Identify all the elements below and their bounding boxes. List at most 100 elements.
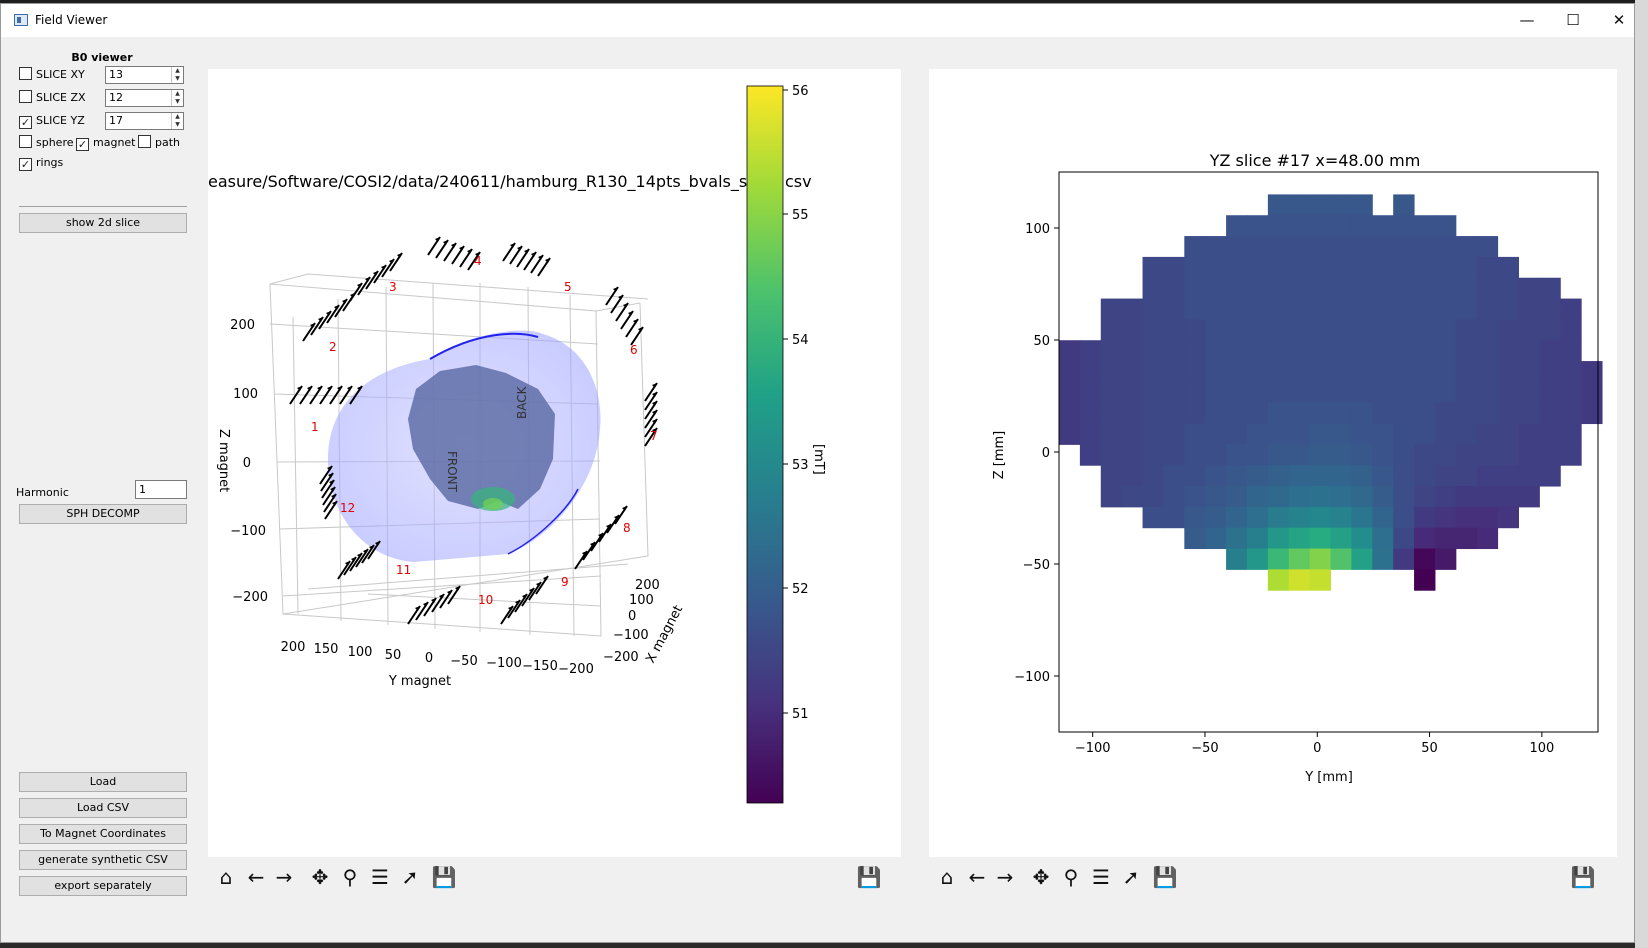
heatmap-cell xyxy=(1267,527,1290,550)
title-bar[interactable]: Field Viewer — ☐ ✕ xyxy=(1,4,1634,37)
heatmap-cell xyxy=(1205,444,1227,466)
heatmap-cell xyxy=(1309,361,1332,383)
home-icon[interactable]: ⌂ xyxy=(940,865,954,889)
heatmap-cell xyxy=(1560,444,1582,466)
save-icon[interactable]: 💾 xyxy=(431,865,457,889)
slice-xy-spinbox[interactable]: 13 ▲ ▼ xyxy=(105,66,184,84)
maximize-button[interactable]: ☐ xyxy=(1550,4,1596,36)
heatmap-cell xyxy=(1226,527,1248,550)
field-arrow-head xyxy=(455,586,460,591)
heatmap-cell xyxy=(1288,569,1311,591)
field-arrow-head xyxy=(345,561,350,566)
heatmap-cell xyxy=(1288,215,1311,237)
slice-xy-checkbox[interactable]: SLICE XY xyxy=(19,67,85,83)
heatmap-cell xyxy=(1414,298,1436,320)
load-button[interactable]: Load xyxy=(19,772,187,792)
save-icon[interactable]: 💾 xyxy=(856,865,882,889)
spin-arrows-icon[interactable]: ▲ ▼ xyxy=(171,90,183,106)
heatmap-cell xyxy=(1267,277,1290,300)
heatmap-cell xyxy=(1267,569,1290,591)
show-2d-slice-button[interactable]: show 2d slice xyxy=(19,213,187,233)
heatmap-cell xyxy=(1330,215,1352,237)
heatmap-cell xyxy=(1539,444,1561,466)
home-icon[interactable]: ⌂ xyxy=(219,865,233,889)
field-arrow-head xyxy=(618,295,623,300)
checkbox-checked[interactable]: ✓ xyxy=(19,116,32,129)
ring-number: 4 xyxy=(474,254,482,268)
heatmap-cell xyxy=(1393,423,1415,445)
field-arrow-head xyxy=(397,253,402,258)
heatmap-cell xyxy=(1393,381,1415,404)
heatmap-cell xyxy=(1497,444,1519,466)
heatmap-cell xyxy=(1309,465,1332,487)
field-arrow-head xyxy=(447,590,452,595)
heatmap-cell xyxy=(1059,402,1081,425)
save-icon[interactable]: 💾 xyxy=(1152,865,1178,889)
checkbox-checked[interactable]: ✓ xyxy=(76,138,89,151)
pan-icon[interactable]: ✥ xyxy=(311,865,329,889)
checkbox-checked[interactable]: ✓ xyxy=(19,158,32,171)
checkbox-box[interactable] xyxy=(19,135,32,148)
heatmap-cell xyxy=(1434,319,1457,341)
magnet-checkbox[interactable]: ✓ magnet xyxy=(76,135,136,151)
export-separately-button[interactable]: export separately xyxy=(19,876,187,896)
zoom-icon[interactable]: ⚲ xyxy=(1063,865,1079,889)
slice-yz-checkbox[interactable]: ✓ SLICE YZ xyxy=(19,113,85,129)
x-tick: 200 xyxy=(635,578,660,593)
back-arrow-icon[interactable]: ← xyxy=(247,865,265,889)
pan-icon[interactable]: ✥ xyxy=(1032,865,1050,889)
checkbox-box[interactable] xyxy=(19,90,32,103)
sph-decomp-button[interactable]: SPH DECOMP xyxy=(19,504,187,524)
subplots-icon[interactable]: ☰ xyxy=(371,865,389,889)
heatmap-cell xyxy=(1267,340,1290,362)
zoom-icon[interactable]: ⚲ xyxy=(342,865,358,889)
heatmap-cell xyxy=(1539,340,1561,362)
close-button[interactable]: ✕ xyxy=(1596,4,1642,36)
field-arrow-head xyxy=(439,594,444,599)
path-checkbox[interactable]: path xyxy=(138,135,180,151)
checkbox-box[interactable] xyxy=(138,135,151,148)
subplots-icon[interactable]: ☰ xyxy=(1092,865,1110,889)
checkbox-label: SLICE YZ xyxy=(36,114,85,127)
slice-yz-spinbox[interactable]: 17 ▲ ▼ xyxy=(105,112,184,130)
heatmap-cell xyxy=(1372,277,1394,300)
slice-zx-checkbox[interactable]: SLICE ZX xyxy=(19,90,86,106)
desktop-edge xyxy=(1635,0,1648,948)
heatmap-cell xyxy=(1476,319,1499,341)
load-csv-button[interactable]: Load CSV xyxy=(19,798,187,818)
x-tick: −200 xyxy=(603,650,639,665)
heatmap-cell xyxy=(1476,444,1499,466)
forward-arrow-icon[interactable]: → xyxy=(275,865,293,889)
heatmap-cell xyxy=(1476,402,1499,425)
magnet-3d-plot-canvas[interactable]: FRONT BACK 1 2 3 4 5 6 7 8 9 10 11 12 easure/Softwa… xyxy=(208,69,901,857)
heatmap-cell xyxy=(1142,423,1164,445)
slice-zx-spinbox[interactable]: 12 ▲ ▼ xyxy=(105,89,184,107)
heatmap-cell xyxy=(1309,402,1332,425)
spinbox-value: 13 xyxy=(109,68,123,81)
heatmap-cell xyxy=(1121,298,1144,320)
sphere-checkbox[interactable]: sphere xyxy=(19,135,74,151)
back-arrow-icon[interactable]: ← xyxy=(968,865,986,889)
y-tick: −200 xyxy=(558,662,594,677)
save-icon[interactable]: 💾 xyxy=(1570,865,1596,889)
rings-checkbox[interactable]: ✓ rings xyxy=(19,155,63,171)
minimize-button[interactable]: — xyxy=(1504,4,1550,36)
spin-arrows-icon[interactable]: ▲ ▼ xyxy=(171,113,183,129)
to-magnet-coordinates-button[interactable]: To Magnet Coordinates xyxy=(19,824,187,844)
checkbox-box[interactable] xyxy=(19,67,32,80)
ring-number: 3 xyxy=(389,280,397,294)
heatmap-cell xyxy=(1393,527,1415,550)
harmonic-input[interactable]: 1 xyxy=(135,480,187,499)
heatmap-cell xyxy=(1059,381,1081,404)
ring-number: 7 xyxy=(650,429,658,443)
edit-axis-icon[interactable]: ➚ xyxy=(1122,865,1140,889)
spin-arrows-icon[interactable]: ▲ ▼ xyxy=(171,67,183,83)
yz-slice-plot-canvas[interactable]: YZ slice #17 x=48.00 mm −100 −50 0 50 100 10… xyxy=(929,69,1617,857)
forward-arrow-icon[interactable]: → xyxy=(996,865,1014,889)
heatmap-cell xyxy=(1226,215,1248,237)
heatmap-cell xyxy=(1414,256,1436,279)
edit-axis-icon[interactable]: ➚ xyxy=(401,865,419,889)
heatmap-cell xyxy=(1455,465,1478,487)
heatmap-cell xyxy=(1267,465,1290,487)
generate-synthetic-csv-button[interactable]: generate synthetic CSV xyxy=(19,850,187,870)
